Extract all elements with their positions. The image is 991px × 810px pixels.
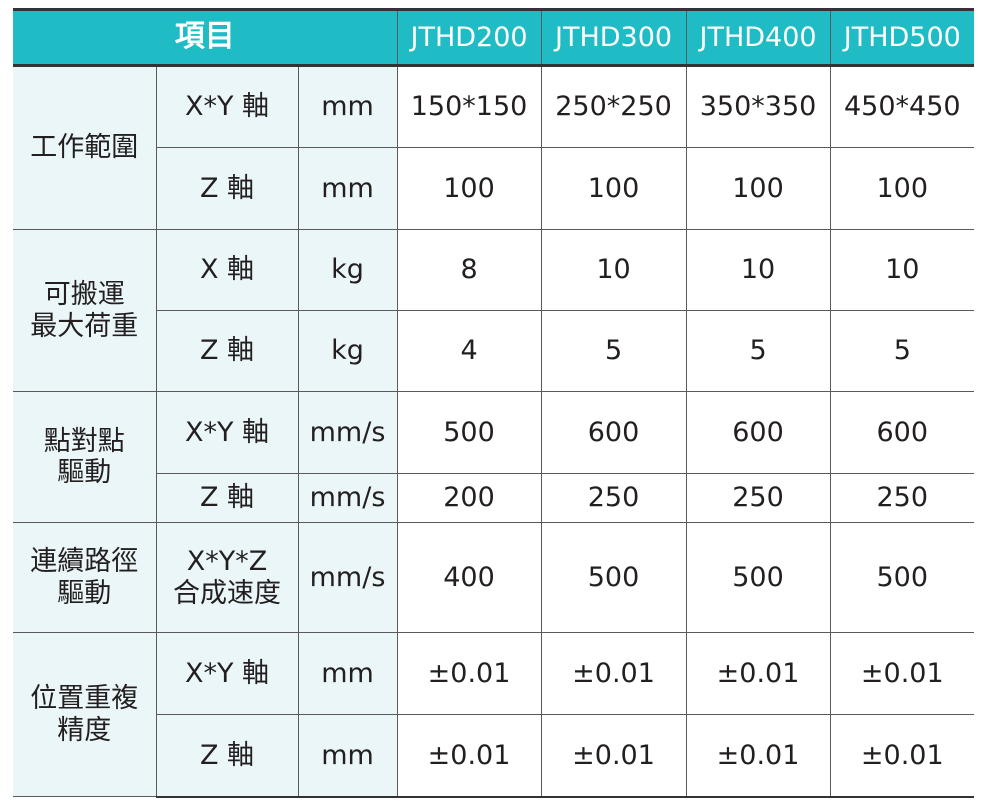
header-item: 項目 [13, 8, 398, 67]
axis-label: X*Y*Z 合成速度 [155, 522, 299, 633]
value-cell: ±0.01 [829, 714, 975, 798]
group-label: 連續路徑 驅動 [13, 522, 157, 633]
value-cell: 100 [685, 147, 831, 230]
unit-label: kg [297, 310, 398, 392]
value-cell: 250 [829, 473, 975, 523]
table-row: 位置重複 精度 X*Y 軸 mm ±0.01 ±0.01 ±0.01 ±0.01 [13, 632, 975, 797]
value-cell: 5 [829, 310, 975, 392]
table-row: 點對點 驅動 X*Y 軸 mm/s 500 600 600 600 [13, 391, 975, 523]
table-row: 工作範圍 X*Y 軸 mm 150*150 250*250 350*350 450*450 [13, 65, 975, 230]
group-label: 位置重複 精度 [13, 632, 157, 797]
header-model: JTHD200 [396, 8, 542, 67]
value-cell: 500 [829, 522, 975, 633]
value-cell: 10 [540, 229, 687, 311]
value-cell: 100 [396, 147, 542, 230]
value-cell: 500 [540, 522, 687, 633]
header-row: 項目 JTHD200 JTHD300 JTHD400 JTHD500 [13, 8, 975, 67]
unit-label: mm/s [297, 473, 398, 523]
value-cell: 8 [396, 229, 542, 311]
table-row: Z 軸 kg 4 5 5 5 [13, 310, 975, 392]
unit-label: mm/s [297, 391, 398, 474]
group-label: 可搬運 最大荷重 [13, 229, 157, 392]
value-cell: 100 [540, 147, 687, 230]
header-model: JTHD500 [829, 8, 975, 67]
unit-label: mm [297, 147, 398, 230]
value-cell: 450*450 [829, 65, 975, 148]
table-row: Z 軸 mm 100 100 100 100 [13, 147, 975, 230]
value-cell: 10 [829, 229, 975, 311]
unit-label: mm/s [297, 522, 398, 633]
axis-label: Z 軸 [156, 714, 299, 798]
value-cell: ±0.01 [396, 632, 542, 715]
group-label: 點對點 驅動 [13, 391, 157, 523]
value-cell: 200 [396, 473, 542, 523]
axis-label: X*Y 軸 [155, 65, 299, 148]
value-cell: 4 [396, 310, 542, 392]
value-cell: 100 [829, 147, 975, 230]
value-cell: ±0.01 [685, 714, 831, 798]
spec-table: 項目 JTHD200 JTHD300 JTHD400 JTHD500 工作範圍 X… [13, 8, 975, 798]
value-cell: 500 [685, 522, 831, 633]
value-cell: 400 [396, 522, 542, 633]
table-row: Z 軸 mm/s 200 250 250 250 [13, 473, 975, 523]
value-cell: 250 [540, 473, 687, 523]
value-cell: 250*250 [540, 65, 687, 148]
value-cell: 5 [685, 310, 831, 392]
value-cell: 600 [829, 391, 975, 474]
unit-label: mm [297, 714, 398, 798]
value-cell: 600 [540, 391, 687, 474]
group-label: 工作範圍 [13, 65, 157, 230]
value-cell: 5 [540, 310, 687, 392]
value-cell: 250 [685, 473, 831, 523]
table-row: 連續路徑 驅動 X*Y*Z 合成速度 mm/s 400 500 500 500 [13, 522, 975, 633]
value-cell: 600 [685, 391, 831, 474]
axis-label: X 軸 [155, 229, 299, 311]
unit-label: kg [297, 229, 398, 311]
value-cell: 10 [685, 229, 831, 311]
header-model: JTHD300 [540, 8, 687, 67]
value-cell: ±0.01 [685, 632, 831, 715]
axis-label: Z 軸 [156, 310, 299, 392]
value-cell: ±0.01 [396, 714, 542, 798]
axis-label: X*Y 軸 [155, 632, 299, 715]
header-model: JTHD400 [685, 8, 831, 67]
axis-label: Z 軸 [156, 147, 299, 230]
value-cell: ±0.01 [540, 714, 687, 798]
value-cell: 350*350 [685, 65, 831, 148]
value-cell: ±0.01 [829, 632, 975, 715]
axis-label: Z 軸 [156, 473, 299, 523]
value-cell: 500 [396, 391, 542, 474]
axis-label: X*Y 軸 [155, 391, 299, 474]
value-cell: ±0.01 [540, 632, 687, 715]
unit-label: mm [297, 65, 398, 148]
table-row: Z 軸 mm ±0.01 ±0.01 ±0.01 ±0.01 [13, 714, 975, 798]
value-cell: 150*150 [396, 65, 542, 148]
unit-label: mm [297, 632, 398, 715]
table-row: 可搬運 最大荷重 X 軸 kg 8 10 10 10 [13, 229, 975, 392]
